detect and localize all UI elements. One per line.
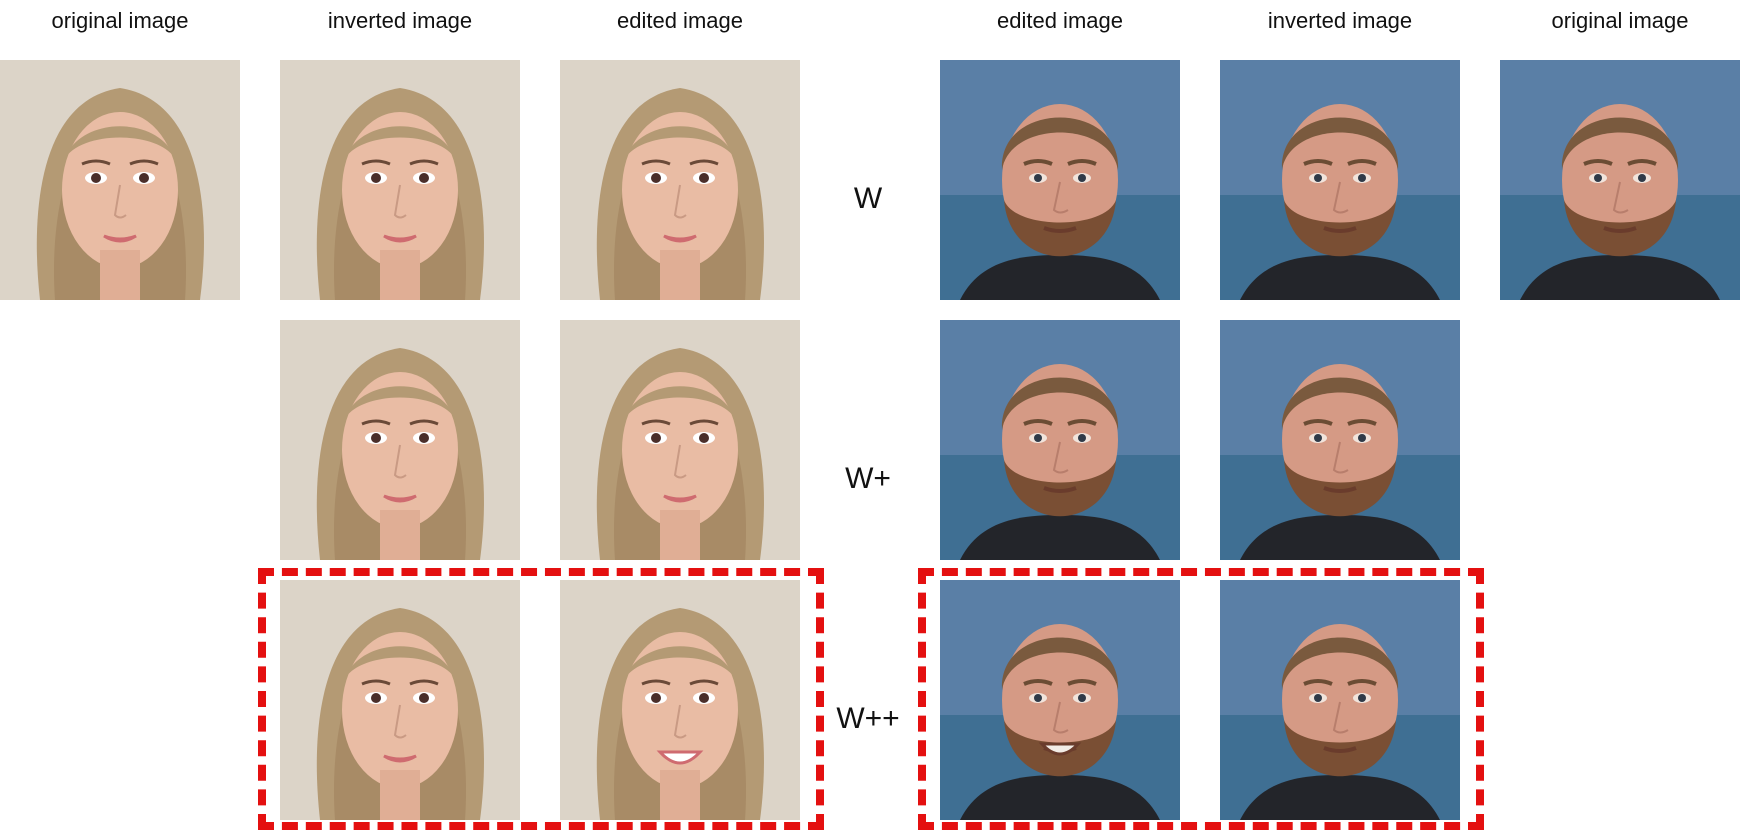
man-w-plus-plus-inverted-image (1220, 580, 1460, 820)
row-label-w: W (853, 182, 883, 215)
header-left-inverted: inverted image (327, 8, 473, 33)
man-w-inverted-image (1220, 60, 1460, 300)
header-right-inverted: inverted image (1267, 8, 1413, 33)
woman-w-plus-plus-edited-image (560, 580, 800, 820)
woman-w-inverted-image (280, 60, 520, 300)
row-label-w-plus: W+ (845, 462, 891, 495)
woman-w-plus-inverted-image (280, 320, 520, 560)
row-label-w-plus-plus: W++ (836, 702, 900, 735)
header-right-original: original image (1551, 8, 1689, 33)
man-w-plus-inverted-image (1220, 320, 1460, 560)
man-w-edited-image (940, 60, 1180, 300)
woman-w-edited-image (560, 60, 800, 300)
header-right-edited: edited image (997, 8, 1123, 33)
man-original-image (1500, 60, 1740, 300)
header-left-edited: edited image (617, 8, 743, 33)
man-w-plus-edited-image (940, 320, 1180, 560)
woman-w-plus-plus-inverted-image (280, 580, 520, 820)
header-left-original: original image (51, 8, 189, 33)
woman-w-plus-edited-image (560, 320, 800, 560)
woman-original-image (0, 60, 240, 300)
man-w-plus-plus-edited-image (940, 580, 1180, 820)
